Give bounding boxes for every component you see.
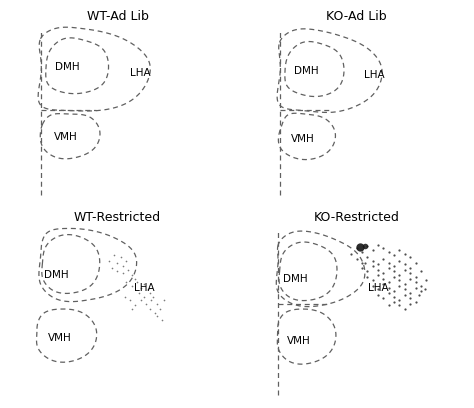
Title: WT-Ad Lib: WT-Ad Lib [87, 10, 148, 23]
Text: DMH: DMH [55, 62, 80, 73]
Text: VMH: VMH [291, 134, 315, 144]
Text: LHA: LHA [364, 70, 385, 80]
Text: LHA: LHA [368, 283, 388, 293]
Text: VMH: VMH [48, 333, 72, 343]
Text: DMH: DMH [283, 274, 308, 284]
Text: LHA: LHA [134, 283, 155, 293]
Text: DMH: DMH [45, 270, 69, 280]
Title: KO-Ad Lib: KO-Ad Lib [326, 10, 387, 23]
Text: VMH: VMH [287, 336, 311, 346]
Text: DMH: DMH [294, 66, 319, 76]
Text: VMH: VMH [54, 132, 77, 142]
Title: WT-Restricted: WT-Restricted [74, 211, 161, 224]
Title: KO-Restricted: KO-Restricted [314, 211, 400, 224]
Text: LHA: LHA [130, 68, 151, 78]
